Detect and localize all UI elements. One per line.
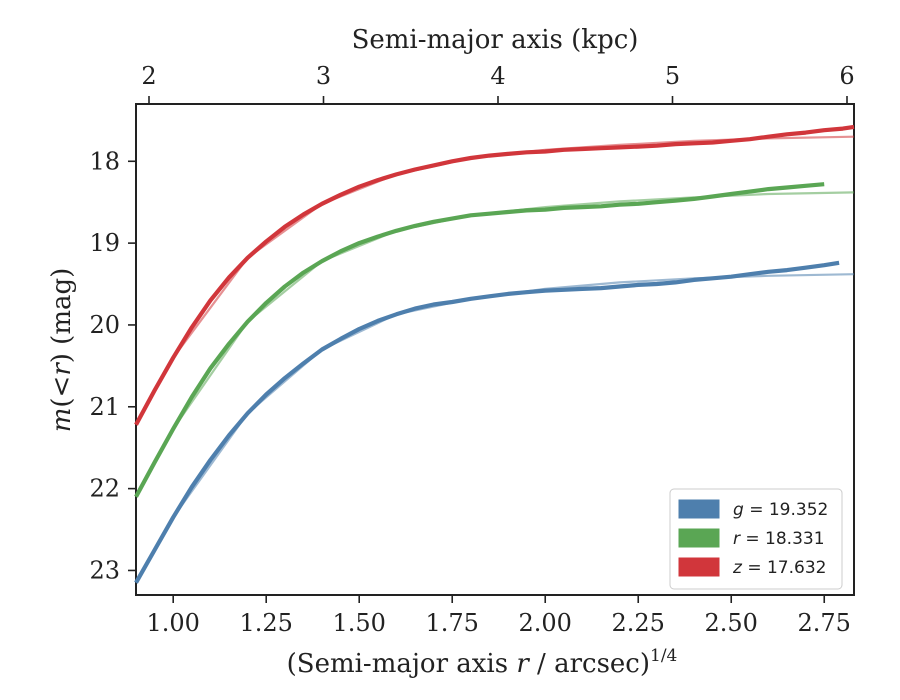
legend-swatch	[678, 557, 720, 577]
legend-label: r = 18.331	[733, 529, 825, 549]
legend-swatch	[678, 499, 720, 519]
x-tick-label: 1.75	[425, 609, 478, 637]
x-axis-title: (Semi-major axis r / arcsec)1/4	[287, 646, 678, 679]
y-tick-label: 18	[89, 147, 120, 175]
x-axis-title-var: r	[516, 649, 530, 679]
x-tick-label: 2.25	[612, 609, 665, 637]
x-tick-label: 1.25	[239, 609, 292, 637]
plot-frame	[135, 103, 855, 596]
x-tick-label: 2.75	[798, 609, 851, 637]
model-line-1	[135, 191, 855, 498]
legend-label: z = 17.632	[732, 558, 826, 578]
y-axis-title-post: ) (mag)	[47, 268, 77, 364]
x-axis-title-sup: 1/4	[650, 646, 677, 666]
y-tick-label: 20	[89, 311, 120, 339]
model-line-2	[135, 135, 855, 426]
series-line-1	[134, 182, 825, 498]
y-axis-title-var: m	[47, 408, 77, 433]
series-layer	[134, 124, 855, 584]
top-tick-label: 5	[665, 62, 680, 90]
legend-label: g = 19.352	[733, 500, 828, 520]
series-line-0	[134, 260, 840, 584]
series-line-2	[134, 124, 855, 426]
x-tick-label: 1.50	[332, 609, 385, 637]
top-tick-label: 6	[839, 62, 854, 90]
top-tick-label: 4	[490, 62, 505, 90]
y-tick-label: 22	[89, 475, 120, 503]
x-tick-label: 2.00	[519, 609, 572, 637]
legend-items: g = 19.352 r = 18.331 z = 17.632	[678, 499, 828, 578]
x-axis-title-post: / arcsec)	[529, 649, 650, 679]
y-axis-title-mid: (<	[47, 376, 77, 408]
y-axis-title-var2: r	[47, 362, 77, 376]
y-tick-label: 19	[89, 229, 120, 257]
top-tick-label: 2	[141, 62, 156, 90]
x-tick-label: 2.50	[705, 609, 758, 637]
x-tick-label: 1.00	[146, 609, 199, 637]
y-tick-label: 23	[89, 556, 120, 584]
y-axis-title: m(<r) (mag)	[47, 268, 77, 433]
legend-swatch	[678, 528, 720, 548]
top-x-axis-title: Semi-major axis (kpc)	[352, 25, 639, 55]
legend: g = 19.352 r = 18.331 z = 17.632	[669, 488, 843, 590]
ticks-layer: 1.00 1.25 1.50 1.75 2.00 2.25 2.50 2.75 18 19 20 21…	[89, 62, 854, 637]
top-tick-label: 3	[316, 62, 331, 90]
x-axis-title-pre: (Semi-major axis	[287, 649, 517, 679]
y-tick-label: 21	[89, 393, 120, 421]
